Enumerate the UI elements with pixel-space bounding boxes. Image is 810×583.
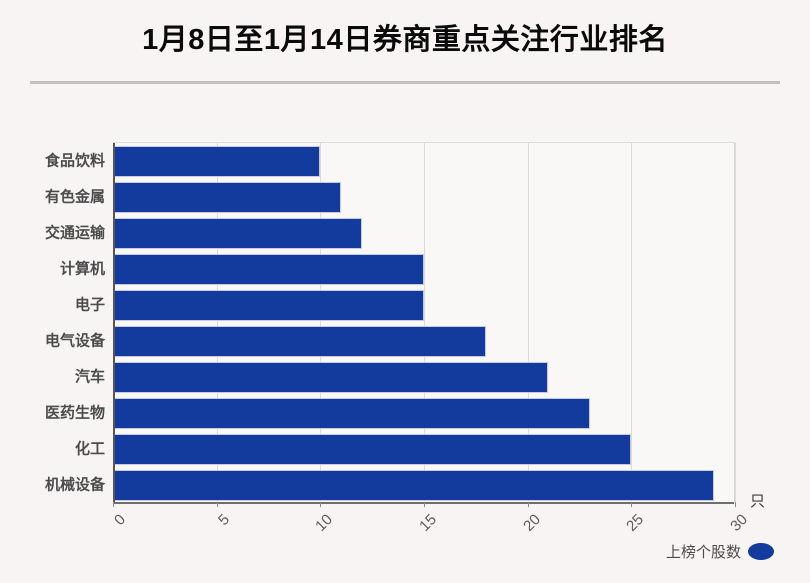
bar-row bbox=[113, 251, 734, 287]
category-label-机械设备: 机械设备 bbox=[44, 476, 105, 494]
gridline-15 bbox=[424, 143, 425, 502]
gridline-10 bbox=[320, 143, 322, 502]
bar-电气设备 bbox=[113, 326, 487, 357]
bar-row bbox=[113, 395, 734, 431]
category-label-电气设备: 电气设备 bbox=[44, 332, 105, 350]
gridline-5 bbox=[216, 143, 218, 502]
category-label-医药生物: 医药生物 bbox=[44, 404, 105, 422]
bar-row bbox=[113, 467, 734, 503]
bar-row bbox=[113, 359, 734, 395]
x-tick-mark-10 bbox=[320, 502, 322, 507]
bar-计算机 bbox=[113, 254, 424, 285]
bar-机械设备 bbox=[113, 470, 715, 501]
plot-area bbox=[113, 142, 736, 504]
x-tick-label-20: 20 bbox=[519, 511, 544, 535]
x-axis-line bbox=[113, 502, 734, 504]
bar-交通运输 bbox=[113, 218, 362, 249]
bar-化工 bbox=[113, 434, 632, 465]
bar-row bbox=[113, 323, 734, 359]
x-tick-mark-0 bbox=[113, 502, 114, 507]
bar-汽车 bbox=[113, 362, 549, 393]
x-tick-mark-5 bbox=[216, 502, 218, 507]
x-tick-label-15: 15 bbox=[416, 511, 441, 535]
category-label-计算机: 计算机 bbox=[59, 260, 105, 278]
bar-row bbox=[113, 215, 734, 251]
x-axis-ticks: 0 5 10 15 20 25 30 bbox=[111, 502, 751, 552]
x-tick-mark-25 bbox=[631, 502, 633, 507]
bar-row bbox=[113, 431, 734, 467]
gridline-20 bbox=[527, 143, 529, 502]
bar-row bbox=[113, 287, 734, 323]
x-tick-label-10: 10 bbox=[312, 511, 337, 535]
x-tick-mark-30 bbox=[735, 502, 736, 507]
y-axis-line bbox=[113, 143, 115, 502]
legend: 上榜个股数 bbox=[666, 541, 774, 562]
x-tick-label-30: 30 bbox=[727, 511, 752, 535]
gridline-25 bbox=[631, 143, 633, 502]
x-tick-label-0: 0 bbox=[111, 511, 130, 529]
category-label-有色金属: 有色金属 bbox=[44, 188, 105, 206]
chart-title: 1月8日至1月14日券商重点关注行业排名 bbox=[142, 24, 668, 56]
bar-电子 bbox=[113, 290, 424, 321]
legend-label: 上榜个股数 bbox=[665, 544, 741, 561]
x-tick-mark-20 bbox=[527, 502, 529, 507]
category-label-食品饮料: 食品饮料 bbox=[44, 152, 105, 170]
bar-医药生物 bbox=[113, 398, 590, 429]
x-tick-mark-15 bbox=[424, 502, 425, 507]
category-label-电子: 电子 bbox=[74, 296, 105, 314]
category-label-化工: 化工 bbox=[74, 440, 105, 458]
category-label-交通运输: 交通运输 bbox=[44, 224, 105, 242]
bar-有色金属 bbox=[113, 182, 342, 213]
title-separator bbox=[30, 81, 780, 84]
x-tick-label-25: 25 bbox=[623, 511, 648, 535]
x-tick-label-5: 5 bbox=[214, 511, 233, 529]
bar-row bbox=[113, 143, 734, 179]
bar-食品饮料 bbox=[113, 146, 321, 177]
gridline-30 bbox=[735, 143, 736, 502]
legend-marker-ellipse-icon bbox=[748, 543, 774, 560]
x-axis-unit-label: 只 bbox=[750, 493, 766, 510]
category-label-汽车: 汽车 bbox=[74, 368, 105, 386]
bar-row bbox=[113, 179, 734, 215]
y-axis-category-labels: 食品饮料有色金属交通运输计算机电子电气设备汽车医药生物化工机械设备 bbox=[0, 142, 105, 502]
